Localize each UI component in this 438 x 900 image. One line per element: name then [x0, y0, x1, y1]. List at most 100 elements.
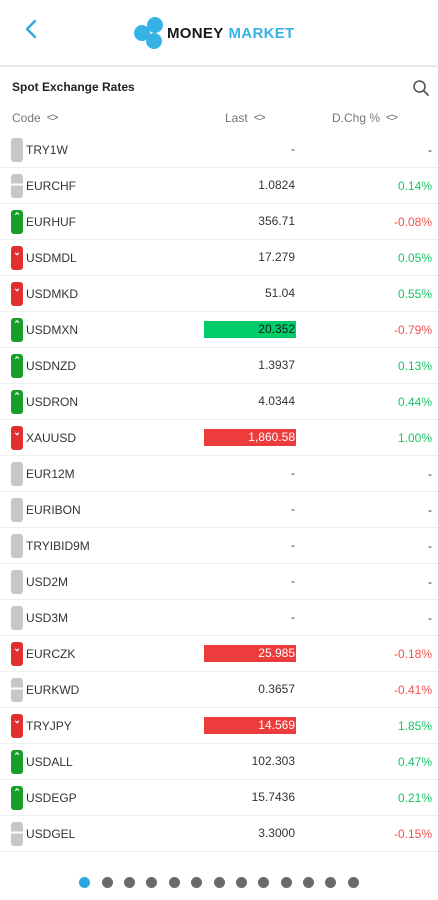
neutral-indicator-icon	[11, 570, 23, 594]
column-code-label: Code	[12, 111, 41, 125]
app-header: MONEY MARKET	[0, 0, 438, 66]
row-code: USDMXN	[26, 323, 79, 337]
page-dot[interactable]	[124, 876, 135, 888]
page-dot[interactable]	[101, 876, 113, 888]
arrow-down-icon: ⌄	[11, 714, 23, 738]
row-code: USD2M	[26, 575, 69, 589]
row-code: EURIBON	[26, 503, 81, 517]
row-daily-change: -0.41%	[393, 683, 432, 697]
page-dot[interactable]	[168, 876, 180, 888]
row-last-price: 1,860.58	[204, 429, 296, 446]
column-last[interactable]: Last <>	[225, 111, 266, 125]
search-icon[interactable]	[412, 79, 430, 97]
row-code: EURCZK	[26, 647, 76, 661]
row-last-price: 4.0344	[258, 394, 295, 408]
row-daily-change: -	[428, 467, 432, 481]
column-change[interactable]: D.Chg % <>	[332, 111, 398, 125]
table-row[interactable]: USD3M - -	[0, 600, 438, 636]
column-code[interactable]: Code <>	[12, 111, 59, 125]
row-last-price: 3.3000	[258, 826, 295, 840]
table-row[interactable]: EURIBON - -	[0, 492, 438, 528]
row-daily-change: 0.44%	[397, 395, 432, 409]
table-row[interactable]: ⌄ XAUUSD 1,860.58 1.00%	[0, 420, 438, 456]
row-daily-change: -0.18%	[393, 647, 432, 661]
page-dot[interactable]	[191, 876, 203, 888]
back-button[interactable]	[18, 16, 44, 42]
section-title: Spot Exchange Rates	[12, 80, 135, 94]
page-dot[interactable]	[213, 876, 225, 888]
row-daily-change: 0.14%	[397, 179, 432, 193]
row-code: EURHUF	[26, 215, 76, 229]
table-row[interactable]: ⌄ TRYJPY 14.569 1.85%	[0, 708, 438, 744]
page-dot[interactable]	[347, 876, 359, 888]
table-row[interactable]: ⌃ USDRON 4.0344 0.44%	[0, 384, 438, 420]
row-last-price: 25.985	[204, 645, 296, 662]
row-daily-change: 0.55%	[397, 287, 432, 301]
table-row[interactable]: ⌃ USDEGP 15.7436 0.21%	[0, 780, 438, 816]
section-header: Spot Exchange Rates	[0, 66, 438, 102]
arrow-up-icon: ⌃	[11, 210, 23, 234]
page-dot[interactable]	[303, 876, 314, 888]
row-last-price: 1.3937	[258, 358, 295, 372]
row-code: USDNZD	[26, 359, 76, 373]
sort-icon: <>	[46, 112, 59, 124]
row-daily-change: -	[428, 611, 432, 625]
arrow-up-icon: ⌃	[11, 786, 23, 810]
table-row[interactable]: EURKWD 0.3657 -0.41%	[0, 672, 438, 708]
arrow-down-icon: ⌄	[11, 426, 23, 450]
row-last-price: 0.3657	[258, 682, 295, 696]
arrow-up-icon: ⌃	[11, 354, 23, 378]
neutral-indicator-icon	[11, 138, 23, 162]
page-dot-active[interactable]	[79, 876, 91, 888]
table-row[interactable]: ⌃ USDMXN 20.352 -0.79%	[0, 312, 438, 348]
row-last-price: -	[291, 538, 295, 552]
table-row[interactable]: USDGEL 3.3000 -0.15%	[0, 816, 438, 852]
brand-name-part1: MONEY	[167, 24, 224, 42]
neutral-indicator-icon	[11, 534, 23, 558]
row-code: USD3M	[26, 611, 69, 625]
row-code: USDGEL	[26, 827, 76, 841]
rates-table: TRY1W - - EURCHF 1.0824 0.14% ⌃ EURHUF 356.71 -0.…	[0, 132, 438, 852]
arrow-down-icon: ⌄	[11, 642, 23, 666]
arrow-down-icon: ⌄	[11, 246, 23, 270]
row-code: XAUUSD	[26, 431, 77, 445]
neutral-indicator-icon	[11, 822, 23, 846]
row-last-price: -	[291, 574, 295, 588]
row-last-price: -	[291, 502, 295, 516]
page-dot[interactable]	[258, 876, 270, 888]
row-daily-change: -	[428, 143, 432, 157]
neutral-indicator-icon	[11, 498, 23, 522]
table-row[interactable]: ⌄ EURCZK 25.985 -0.18%	[0, 636, 438, 672]
row-code: USDEGP	[26, 791, 77, 805]
row-daily-change: -	[428, 539, 432, 553]
table-row[interactable]: TRYIBID9M - -	[0, 528, 438, 564]
page-dot[interactable]	[146, 876, 158, 888]
table-row[interactable]: ⌃ USDALL 102.303 0.47%	[0, 744, 438, 780]
table-row[interactable]: ⌄ USDMKD 51.04 0.55%	[0, 276, 438, 312]
row-code: EURCHF	[26, 179, 76, 193]
brand-name: MONEY MARKET	[167, 25, 294, 42]
brand-name-part2: MARKET	[228, 24, 295, 42]
row-last-price: -	[291, 142, 295, 156]
row-last-price: -	[291, 610, 295, 624]
arrow-up-icon: ⌃	[11, 318, 23, 342]
table-row[interactable]: ⌄ USDMDL 17.279 0.05%	[0, 240, 438, 276]
row-daily-change: -	[428, 503, 432, 517]
row-daily-change: -0.15%	[393, 827, 432, 841]
page-dot[interactable]	[235, 876, 247, 888]
table-row[interactable]: ⌃ EURHUF 356.71 -0.08%	[0, 204, 438, 240]
column-last-label: Last	[225, 111, 248, 125]
page-dot[interactable]	[325, 876, 337, 888]
table-row[interactable]: EURCHF 1.0824 0.14%	[0, 168, 438, 204]
table-row[interactable]: EUR12M - -	[0, 456, 438, 492]
row-last-price: 1.0824	[258, 178, 295, 192]
neutral-indicator-icon	[11, 174, 23, 198]
table-row[interactable]: USD2M - -	[0, 564, 438, 600]
page-dot[interactable]	[280, 876, 292, 888]
table-row[interactable]: ⌃ USDNZD 1.3937 0.13%	[0, 348, 438, 384]
row-daily-change: 0.05%	[397, 251, 432, 265]
chevron-left-icon	[25, 19, 37, 39]
row-last-price: 51.04	[264, 286, 295, 300]
column-headers: Code <> Last <> D.Chg % <>	[0, 102, 438, 134]
table-row[interactable]: TRY1W - -	[0, 132, 438, 168]
